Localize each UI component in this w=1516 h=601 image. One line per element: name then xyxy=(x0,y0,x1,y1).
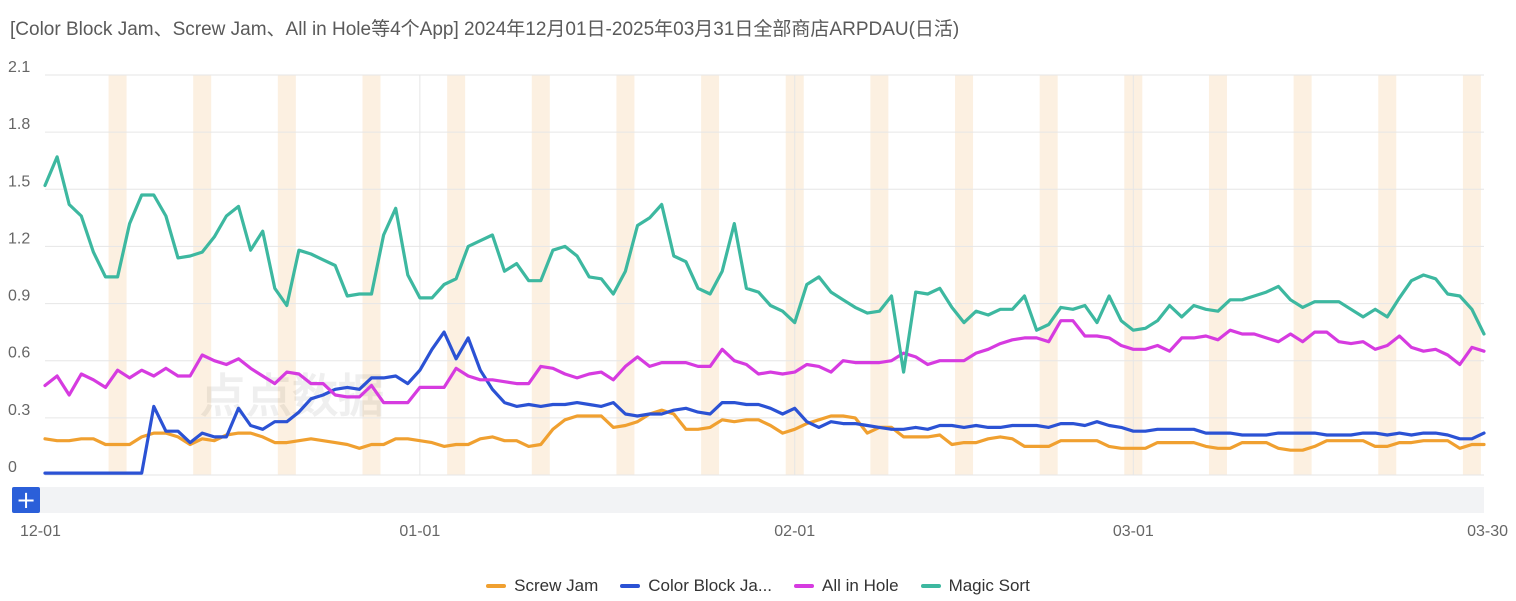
y-tick-label: 1.2 xyxy=(8,230,30,247)
legend-label: Magic Sort xyxy=(948,576,1030,595)
y-tick-label: 0.3 xyxy=(8,402,30,419)
series-line[interactable] xyxy=(43,319,1486,405)
chart-title: [Color Block Jam、Screw Jam、All in Hole等4… xyxy=(10,19,960,40)
weekend-band xyxy=(870,75,889,475)
series-line[interactable] xyxy=(43,330,1486,475)
x-tick-label: 01-01 xyxy=(399,523,440,540)
x-tick-label: 03-30 xyxy=(1467,523,1508,540)
y-tick-label: 0 xyxy=(8,459,17,476)
weekend-band xyxy=(955,75,974,475)
weekend-band xyxy=(1378,75,1397,475)
weekend-band xyxy=(362,75,381,475)
series-line[interactable] xyxy=(43,408,1486,452)
y-tick-label: 1.5 xyxy=(8,173,30,190)
x-tick-label: 12-01 xyxy=(20,523,61,540)
legend-label: All in Hole xyxy=(822,576,899,595)
zoom-plus-button[interactable]: + xyxy=(12,487,40,513)
legend: Screw Jam Color Block Ja... All in Hole Mag… xyxy=(0,576,1516,596)
weekend-band xyxy=(1208,75,1227,475)
series-group xyxy=(43,155,1486,475)
legend-item[interactable]: All in Hole xyxy=(794,576,899,596)
legend-item[interactable]: Magic Sort xyxy=(920,576,1030,596)
y-axis: 0 0.3 0.6 0.9 1.2 1.5 1.8 2.1 xyxy=(8,59,30,476)
legend-label: Screw Jam xyxy=(514,576,599,595)
weekend-band xyxy=(1462,75,1481,475)
weekend-band xyxy=(193,75,212,475)
x-tick-label: 03-01 xyxy=(1113,523,1154,540)
navigator-track[interactable] xyxy=(12,487,1484,513)
weekend-band xyxy=(531,75,550,475)
navigator[interactable] xyxy=(12,487,1484,513)
legend-swatch xyxy=(486,584,507,588)
legend-swatch xyxy=(620,584,641,588)
weekend-band xyxy=(1293,75,1312,475)
x-tick-label: 02-01 xyxy=(774,523,815,540)
y-tick-label: 0.9 xyxy=(8,288,30,305)
y-tick-label: 1.8 xyxy=(8,116,30,133)
weekend-band xyxy=(616,75,635,475)
x-axis: 12-01 01-01 02-01 03-01 03-30 xyxy=(20,523,1508,540)
weekend-band xyxy=(701,75,720,475)
chart-svg: 00.30.60.91.21.51.82.1 点点数据 12-01 01-01 02… xyxy=(8,59,1508,540)
y-tick-label: 0.6 xyxy=(8,345,30,362)
legend-swatch xyxy=(920,584,941,588)
legend-item[interactable]: Color Block Ja... xyxy=(620,576,772,596)
grid-lines xyxy=(45,74,1484,476)
legend-label: Color Block Ja... xyxy=(648,576,773,595)
y-tick-label: 2.1 xyxy=(8,59,30,76)
weekend-band xyxy=(1039,75,1058,475)
legend-item[interactable]: Screw Jam xyxy=(486,576,598,596)
series-line[interactable] xyxy=(43,155,1486,374)
legend-swatch xyxy=(794,584,815,588)
